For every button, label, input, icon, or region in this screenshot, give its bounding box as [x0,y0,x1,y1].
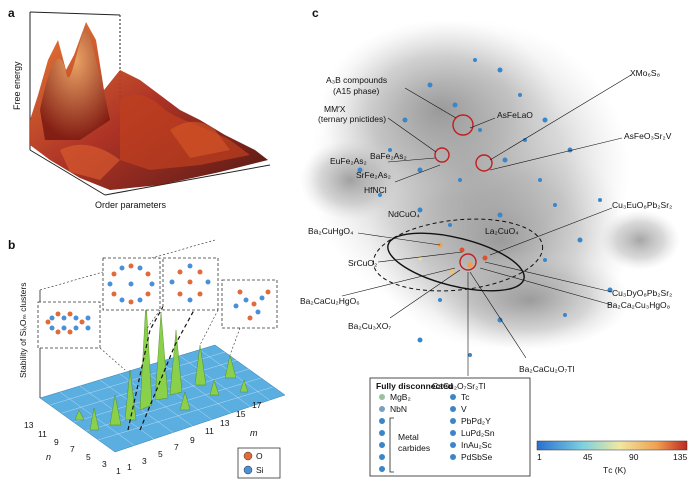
label-ndcuo: NdCuO₄ [388,209,420,219]
n-tick: 7 [70,444,75,454]
label-cacu2o7: CaCu₂O₇Sr₂Tl [432,381,486,391]
n-tick: 3 [102,459,107,469]
disconnected-item: MgB₂ [390,392,411,402]
m-tick: 1 [127,462,132,472]
panel-c-letter: c [312,6,319,20]
disconnected-item: V [461,404,467,414]
disconnected-item: PbPd₂Y [461,416,491,426]
label-cu3euo: Cu₃EuO₈Pb₂Sr₂ [612,200,673,210]
m-tick: 11 [205,426,214,436]
panel-a-xlabel: Order parameters [95,200,167,210]
n-tick: 13 [24,420,34,430]
label-ba2cacu2o7tl: Ba₂CaCu₂O₇Tl [519,364,575,374]
m-tick: 17 [252,400,262,410]
n-tick: 11 [38,429,47,439]
label-asfeo: AsFeO₃Sr₂V [624,131,672,141]
n-tick: 9 [54,437,59,447]
label-ba2cuhgo: Ba₂CuHgO₄ [308,226,354,236]
panel-b-letter: b [8,238,16,252]
label-ternary: (ternary pnictides) [318,114,387,124]
legend-o-label: O [256,451,263,461]
label-a15: (A15 phase) [333,86,380,96]
label-la2cuo4: La₂CuO₄ [485,226,519,236]
cluster-box-4 [233,289,271,321]
disconnected-item: Tc [461,392,470,402]
label-ba2cu3xo7: Ba₂Cu₃XO₇ [348,321,392,331]
colorbar-tick: 1 [537,452,542,462]
m-tick: 15 [236,409,246,419]
panel-a-letter: a [8,6,15,20]
label-cu3dyo: Cu₃DyO₈Pb₂Sr₂ [612,288,673,298]
legend-si-label: Si [256,465,264,475]
n-tick: 5 [86,452,91,462]
label-xmo: XMo₆S₈ [630,68,661,78]
m-tick: 9 [190,435,195,445]
colorbar-tick: 90 [629,452,639,462]
label-asfelao: AsFeLaO [497,110,533,120]
m-tick: 7 [174,442,179,452]
m-tick: 5 [158,449,163,459]
label-eufe: EuFe₂As₂ [330,156,367,166]
disconnected-item: PdSbSe [461,452,493,462]
label-ba2cacu2hgo6: Ba₂CaCu₂HgO₆ [300,296,360,306]
colorbar-tick: 45 [583,452,593,462]
n-tick: 1 [116,466,121,476]
label-ba2ca2cu3hgo8: Ba₂Ca₂Cu₃HgO₈ [607,300,671,310]
colorbar-label: Tᴄ (K) [603,465,627,475]
panel-b-m-label: m [250,428,258,438]
label-bafe: BaFe₂As₂ [370,151,407,161]
colorbar-tick: 135 [673,452,688,462]
label-a3b: A₃B compounds [326,75,388,85]
label-srcuo2: SrCuO₂ [348,258,378,268]
cluster-box-1 [45,311,91,335]
panel-b-n-label: n [46,452,52,462]
label-mmx: MM′X [324,104,346,114]
metal-carbides-label: Metal carbides [398,432,431,453]
disconnected-title: Fully disconnected [376,381,453,391]
m-tick: 13 [220,418,230,428]
cluster-box-2 [107,263,155,305]
label-hfncl: HfNCl [364,185,387,195]
disconnected-item: NbN [390,404,408,414]
cluster-box-3 [169,263,211,303]
disconnected-item: LuPd₂Sn [461,428,495,438]
disconnected-item: InAu₂Sc [461,440,492,450]
label-srfe: SrFe₂As₂ [356,170,391,180]
m-tick: 3 [142,456,147,466]
